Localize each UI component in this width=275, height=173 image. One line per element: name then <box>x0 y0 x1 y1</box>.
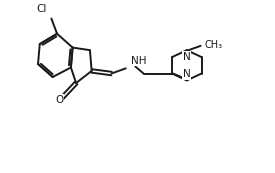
Text: Cl: Cl <box>36 4 47 14</box>
Text: NH: NH <box>131 56 146 66</box>
Text: N: N <box>183 52 191 62</box>
Text: N: N <box>183 69 191 79</box>
Text: CH₃: CH₃ <box>204 40 222 50</box>
Text: O: O <box>55 95 63 105</box>
